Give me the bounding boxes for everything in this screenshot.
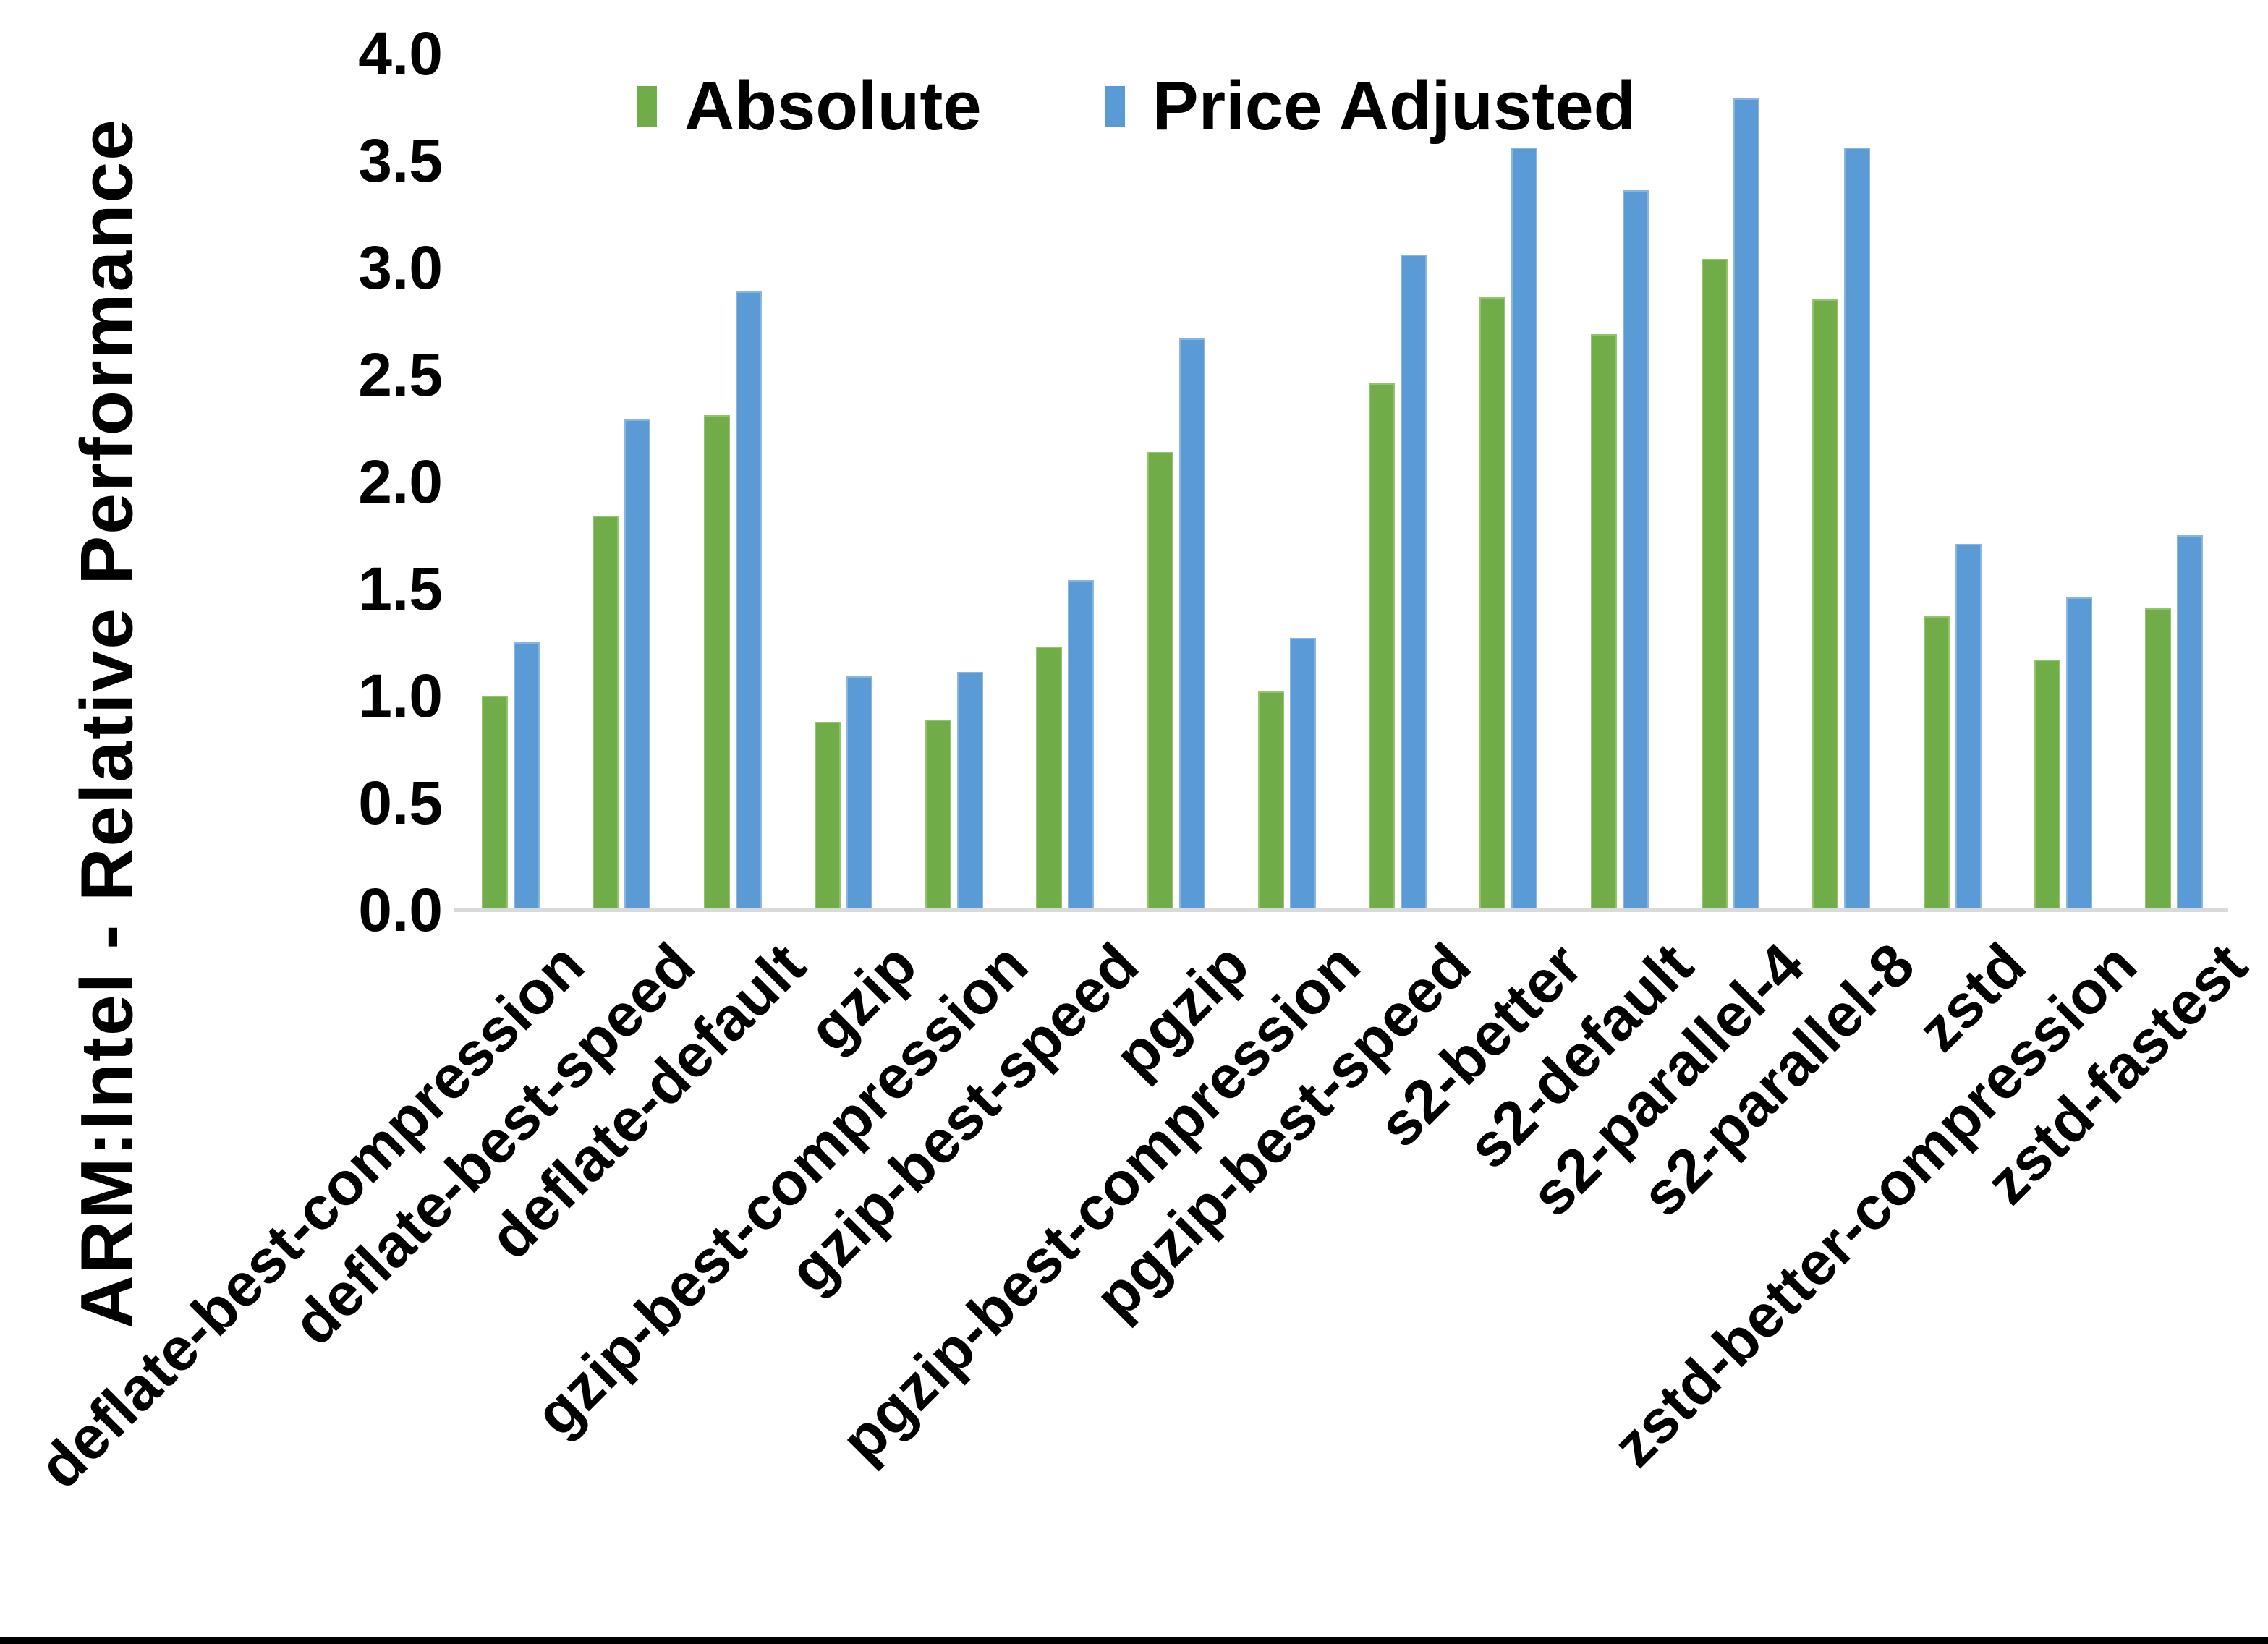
bar-absolute-pgzip (1147, 452, 1173, 910)
bar-absolute-s2-parallel-8 (1812, 299, 1838, 910)
bar-price-adjusted-gzip (846, 676, 872, 910)
bar-price-adjusted-zstd-better-compression (2066, 597, 2092, 910)
bar-price-adjusted-s2-better (1511, 148, 1537, 910)
y-tick-label-1.5: 1.5 (358, 555, 443, 623)
legend-item-price-adjusted: Price Adjusted (1104, 67, 1636, 146)
bar-absolute-deflate-best-speed (593, 516, 619, 910)
y-tick-label-0.5: 0.5 (358, 769, 443, 837)
bar-absolute-s2-better (1479, 297, 1505, 910)
bar-absolute-zstd-better-compression (2034, 660, 2060, 910)
legend-item-absolute: Absolute (637, 67, 982, 146)
bar-price-adjusted-gzip-best-speed (1068, 580, 1094, 910)
bar-price-adjusted-pgzip-best-compression (1290, 638, 1316, 910)
bar-absolute-gzip (815, 722, 841, 910)
y-tick-label-3.0: 3.0 (358, 234, 443, 302)
legend-label-price-adjusted: Price Adjusted (1152, 67, 1636, 145)
legend-swatch-price-adjusted-icon (1104, 86, 1125, 127)
legend-label-absolute: Absolute (684, 67, 982, 145)
bar-price-adjusted-gzip-best-compression (957, 672, 983, 910)
bar-price-adjusted-deflate-best-compression (514, 642, 540, 910)
x-axis-line (454, 908, 2228, 912)
y-tick-label-2.5: 2.5 (358, 341, 443, 409)
bar-absolute-deflate-best-compression (482, 696, 508, 910)
bar-absolute-zstd-fastest (2145, 608, 2171, 910)
bar-absolute-s2-parallel-4 (1702, 259, 1728, 910)
legend-swatch-absolute-icon (637, 86, 657, 127)
bar-price-adjusted-s2-parallel-8 (1844, 148, 1870, 910)
y-tick-label-3.5: 3.5 (358, 127, 443, 195)
bar-price-adjusted-deflate-default (736, 291, 762, 910)
y-tick-label-0.0: 0.0 (358, 876, 443, 944)
y-tick-label-2.0: 2.0 (358, 448, 443, 516)
bar-absolute-gzip-best-speed (1036, 647, 1062, 910)
bar-absolute-s2-default (1591, 334, 1617, 910)
bar-price-adjusted-s2-default (1623, 190, 1649, 910)
bottom-border-bar (0, 1637, 2268, 1644)
legend: Absolute Price Adjusted (637, 67, 1636, 146)
bar-absolute-deflate-default (704, 415, 730, 910)
bar-price-adjusted-zstd-fastest (2177, 535, 2203, 910)
bar-absolute-pgzip-best-compression (1258, 691, 1284, 910)
bar-price-adjusted-deflate-best-speed (624, 419, 650, 910)
bar-price-adjusted-pgzip (1179, 338, 1205, 910)
bar-absolute-gzip-best-compression (925, 720, 951, 910)
y-tick-label-1.0: 1.0 (358, 662, 443, 730)
bar-price-adjusted-zstd (1955, 544, 1982, 910)
bar-price-adjusted-pgzip-best-speed (1401, 255, 1427, 910)
bar-absolute-zstd (1924, 616, 1950, 910)
bar-price-adjusted-s2-parallel-4 (1733, 98, 1759, 910)
bar-absolute-pgzip-best-speed (1369, 383, 1395, 910)
y-tick-label-4.0: 4.0 (358, 20, 443, 88)
